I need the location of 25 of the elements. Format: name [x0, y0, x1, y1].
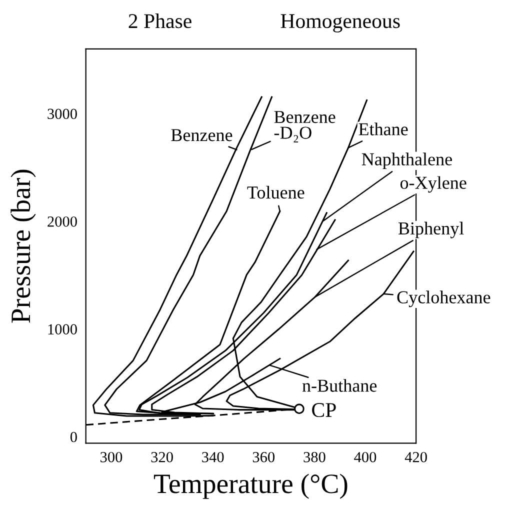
annotation: Biphenyl: [398, 222, 464, 238]
annotation: Benzene: [171, 129, 232, 142]
x-tick-label: 320: [151, 452, 173, 462]
y-axis-title: Pressure (bar): [10, 170, 36, 323]
x-axis-title: Temperature (°C): [154, 474, 348, 499]
annotation: Ethane: [358, 122, 408, 136]
annotation: CP: [312, 403, 336, 418]
annotation: n-Buthane: [302, 379, 377, 392]
x-tick-label: 380: [304, 452, 326, 462]
annotation: Cyclohexane: [397, 290, 490, 308]
x-tick-label: 300: [100, 452, 122, 462]
annotation: o-Xylene: [400, 176, 466, 193]
annotation: Naphthalene: [362, 152, 452, 170]
x-tick-label: 360: [252, 452, 275, 462]
x-tick-label: 400: [354, 452, 376, 462]
x-tick-label: 420: [404, 452, 427, 462]
y-tick-label: 0: [70, 432, 77, 442]
text: 2 Phase: [128, 14, 192, 28]
text: Homogeneous: [280, 14, 400, 32]
annotation: Toluene: [247, 186, 304, 199]
y-tick-label: 1000: [48, 324, 77, 334]
y-tick-label: 2000: [48, 216, 77, 227]
x-tick-label: 340: [202, 452, 224, 462]
y-tick-label: 3000: [48, 108, 77, 120]
annotation: Benzene -D₂O: [274, 111, 336, 142]
